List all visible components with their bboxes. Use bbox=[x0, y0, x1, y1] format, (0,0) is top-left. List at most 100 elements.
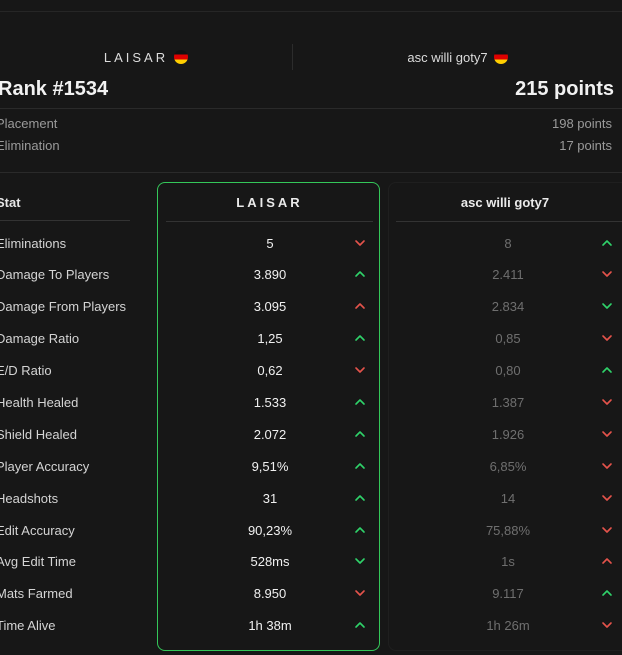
stat-name: E/D Ratio bbox=[0, 363, 52, 378]
top-strip bbox=[0, 0, 622, 12]
stat-name: Shield Healed bbox=[0, 427, 77, 442]
chevron-up-icon bbox=[354, 396, 366, 408]
table-row: Damage Ratio 1,25 0,85 bbox=[0, 323, 622, 355]
chevron-down-icon bbox=[601, 428, 613, 440]
right-stat-value: 8 bbox=[504, 236, 512, 251]
left-stat-value: 8.950 bbox=[253, 586, 287, 601]
rank-row: Rank #1534 215 points bbox=[0, 76, 622, 109]
chevron-up-icon bbox=[354, 428, 366, 440]
stat-name: Avg Edit Time bbox=[0, 554, 76, 569]
breakdown-row-placement: Placement 198 points bbox=[0, 114, 622, 136]
chevron-down-icon bbox=[601, 524, 613, 536]
chevron-down-icon bbox=[601, 460, 613, 472]
chevron-down-icon bbox=[601, 332, 613, 344]
stat-name: Time Alive bbox=[0, 618, 56, 633]
table-row: Player Accuracy 9,51% 6,85% bbox=[0, 451, 622, 483]
stat-name: Edit Accuracy bbox=[0, 523, 75, 538]
chevron-up-icon bbox=[354, 619, 366, 631]
left-stat-value: 1,25 bbox=[257, 331, 283, 346]
right-stat-value: 1.387 bbox=[491, 395, 525, 410]
left-stat-value: 528ms bbox=[250, 554, 290, 569]
left-stat-value: 5 bbox=[266, 236, 274, 251]
table-row: Mats Farmed 8.950 9.117 bbox=[0, 578, 622, 610]
left-stat-value: 0,62 bbox=[257, 363, 283, 378]
chevron-up-icon bbox=[354, 332, 366, 344]
left-stat-value: 90,23% bbox=[247, 523, 293, 538]
player-right-name: asc willi goty7 bbox=[407, 49, 488, 65]
stat-name: Damage From Players bbox=[0, 299, 127, 314]
right-stat-value: 6,85% bbox=[489, 459, 527, 474]
chevron-down-icon bbox=[354, 587, 366, 599]
table-row: Time Alive 1h 38m 1h 26m bbox=[0, 610, 622, 642]
player-left-stats-card: LAISAR bbox=[157, 182, 380, 651]
table-row: Damage To Players 3.890 2.411 bbox=[0, 259, 622, 291]
player-left-name: LAISAR bbox=[103, 49, 169, 65]
right-stat-value: 0,85 bbox=[495, 331, 521, 346]
left-stat-value: 9,51% bbox=[251, 459, 289, 474]
left-stat-value: 2.072 bbox=[253, 427, 287, 442]
breakdown-row-elimination: Elimination 17 points bbox=[0, 136, 622, 158]
chevron-up-icon bbox=[354, 460, 366, 472]
chevron-up-icon bbox=[601, 364, 613, 376]
chevron-down-icon bbox=[354, 364, 366, 376]
chevron-up-icon bbox=[354, 492, 366, 504]
points-total: 215 points bbox=[515, 78, 614, 100]
chevron-up-icon bbox=[601, 237, 613, 249]
table-row: E/D Ratio 0,62 0,80 bbox=[0, 355, 622, 387]
player-left: LAISAR bbox=[0, 38, 292, 76]
right-stat-value: 1.926 bbox=[491, 427, 525, 442]
germany-flag-icon bbox=[174, 50, 189, 64]
right-stat-value: 2.834 bbox=[491, 299, 525, 314]
left-stat-value: 1.533 bbox=[253, 395, 287, 410]
left-stat-value: 3.890 bbox=[253, 267, 287, 282]
chevron-up-icon bbox=[354, 300, 366, 312]
right-stat-value: 75,88% bbox=[485, 523, 531, 538]
stat-header-label: Stat bbox=[0, 195, 21, 210]
stat-name: Eliminations bbox=[0, 236, 67, 251]
breakdown-value: 17 points bbox=[559, 138, 612, 153]
stat-name: Health Healed bbox=[0, 395, 79, 410]
stat-name: Mats Farmed bbox=[0, 586, 73, 601]
right-column-header: asc willi goty7 bbox=[396, 183, 622, 222]
right-stat-value: 0,80 bbox=[495, 363, 521, 378]
breakdown-label: Placement bbox=[0, 116, 58, 131]
table-row: Edit Accuracy 90,23% 75,88% bbox=[0, 515, 622, 547]
chevron-down-icon bbox=[354, 555, 366, 567]
points-breakdown: Placement 198 points Elimination 17 poin… bbox=[0, 114, 622, 173]
rank-title: Rank #1534 bbox=[0, 78, 109, 100]
table-row: Shield Healed 2.072 1.926 bbox=[0, 419, 622, 451]
table-row: Eliminations 5 8 bbox=[0, 228, 622, 260]
chevron-down-icon bbox=[601, 396, 613, 408]
chevron-up-icon bbox=[354, 524, 366, 536]
stat-name: Damage To Players bbox=[0, 267, 110, 282]
breakdown-label: Elimination bbox=[0, 138, 60, 153]
player-divider bbox=[292, 44, 293, 70]
chevron-down-icon bbox=[601, 268, 613, 280]
stat-column-header: Stat bbox=[0, 182, 130, 221]
chevron-up-icon bbox=[354, 268, 366, 280]
left-stat-value: 31 bbox=[262, 491, 278, 506]
right-stat-value: 14 bbox=[500, 491, 516, 506]
left-stat-value: 1h 38m bbox=[248, 618, 292, 633]
player-right: asc willi goty7 bbox=[293, 38, 622, 76]
right-stat-value: 1h 26m bbox=[486, 618, 530, 633]
stat-name: Player Accuracy bbox=[0, 459, 90, 474]
table-row: Headshots 31 14 bbox=[0, 483, 622, 515]
chevron-down-icon bbox=[601, 492, 613, 504]
chevron-up-icon bbox=[601, 555, 613, 567]
player-header: LAISAR asc willi goty7 bbox=[0, 38, 622, 76]
chevron-up-icon bbox=[601, 587, 613, 599]
chevron-down-icon bbox=[601, 619, 613, 631]
table-row: Avg Edit Time 528ms 1s bbox=[0, 546, 622, 578]
germany-flag-icon bbox=[493, 50, 508, 64]
right-stat-value: 1s bbox=[501, 554, 515, 569]
table-row: Damage From Players 3.095 2.834 bbox=[0, 291, 622, 323]
stat-name: Damage Ratio bbox=[0, 331, 80, 346]
right-stat-value: 9.117 bbox=[492, 586, 524, 601]
player-right-stats-card: asc willi goty7 bbox=[388, 182, 622, 651]
chevron-down-icon bbox=[354, 237, 366, 249]
breakdown-value: 198 points bbox=[552, 116, 612, 131]
right-stat-value: 2.411 bbox=[492, 267, 524, 282]
chevron-down-icon bbox=[601, 300, 613, 312]
left-column-header: LAISAR bbox=[166, 183, 373, 222]
